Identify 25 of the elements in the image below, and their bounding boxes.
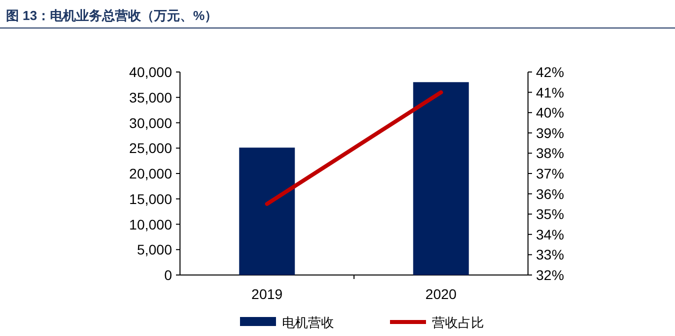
legend-label: 电机营收 [282, 315, 334, 330]
chart-title: 图 13：电机业务总营收（万元、%） [6, 8, 218, 23]
y-tick-label: 25,000 [129, 140, 172, 156]
y-tick-label: 40,000 [129, 64, 172, 80]
y-tick-label: 20,000 [129, 166, 172, 182]
y2-tick-label: 35% [536, 206, 564, 222]
y2-tick-label: 36% [536, 186, 564, 202]
y-tick-label: 10,000 [129, 216, 172, 232]
y2-tick-label: 41% [536, 84, 564, 100]
y2-tick-label: 37% [536, 166, 564, 182]
y2-tick-label: 38% [536, 145, 564, 162]
y2-tick-label: 32% [536, 267, 564, 283]
y-tick-label: 35,000 [129, 89, 172, 106]
y2-tick-label: 39% [536, 124, 564, 141]
y-tick-label: 5,000 [136, 242, 172, 258]
x-tick-label: 2020 [425, 286, 457, 302]
y-tick-label: 15,000 [129, 190, 172, 207]
y2-tick-label: 40% [536, 104, 564, 121]
y-tick-label: 30,000 [129, 114, 172, 131]
y2-tick-label: 42% [536, 64, 564, 80]
legend-label: 营收占比 [432, 315, 484, 330]
x-tick-label: 2019 [251, 286, 283, 302]
y-tick-label: 0 [164, 267, 172, 283]
y2-tick-label: 34% [536, 226, 564, 242]
y2-tick-label: 33% [536, 246, 564, 263]
